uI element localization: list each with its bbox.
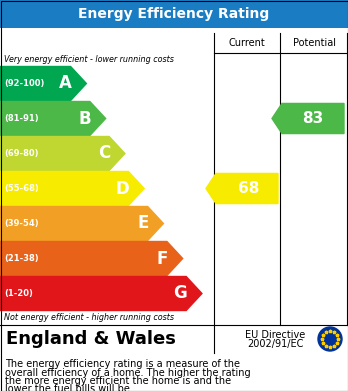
Text: 68: 68 <box>238 181 260 196</box>
Bar <box>0 0 348 28</box>
Text: the more energy efficient the home is and the: the more energy efficient the home is an… <box>5 376 231 386</box>
Text: Very energy efficient - lower running costs: Very energy efficient - lower running co… <box>4 56 174 65</box>
Text: (55-68): (55-68) <box>4 184 39 193</box>
Text: Current: Current <box>229 38 266 48</box>
Text: England & Wales: England & Wales <box>6 330 176 348</box>
Text: The energy efficiency rating is a measure of the: The energy efficiency rating is a measur… <box>5 359 240 369</box>
Text: (69-80): (69-80) <box>4 149 39 158</box>
Text: EU Directive: EU Directive <box>245 330 305 340</box>
Text: G: G <box>173 285 187 303</box>
Text: (39-54): (39-54) <box>4 219 39 228</box>
Text: (21-38): (21-38) <box>4 254 39 263</box>
Polygon shape <box>0 136 125 170</box>
Circle shape <box>318 327 342 351</box>
Text: 2002/91/EC: 2002/91/EC <box>247 339 303 349</box>
Text: B: B <box>78 109 91 127</box>
Text: D: D <box>116 179 129 197</box>
Text: (81-91): (81-91) <box>4 114 39 123</box>
Text: A: A <box>59 75 72 93</box>
Polygon shape <box>0 276 202 310</box>
Polygon shape <box>0 66 86 100</box>
Polygon shape <box>0 242 183 276</box>
Text: E: E <box>137 215 149 233</box>
Polygon shape <box>0 172 144 206</box>
Polygon shape <box>0 102 106 136</box>
Bar <box>0 33 348 325</box>
Text: 83: 83 <box>302 111 324 126</box>
Polygon shape <box>272 104 344 134</box>
Text: Potential: Potential <box>293 38 335 48</box>
Text: overall efficiency of a home. The higher the rating: overall efficiency of a home. The higher… <box>5 368 251 377</box>
Text: C: C <box>98 145 110 163</box>
Bar <box>0 325 348 353</box>
Text: F: F <box>157 249 168 267</box>
Polygon shape <box>0 206 164 240</box>
Text: (1-20): (1-20) <box>4 289 33 298</box>
Text: lower the fuel bills will be.: lower the fuel bills will be. <box>5 384 133 391</box>
Text: Not energy efficient - higher running costs: Not energy efficient - higher running co… <box>4 314 174 323</box>
Polygon shape <box>206 174 278 204</box>
Text: Energy Efficiency Rating: Energy Efficiency Rating <box>78 7 270 21</box>
Text: (92-100): (92-100) <box>4 79 45 88</box>
